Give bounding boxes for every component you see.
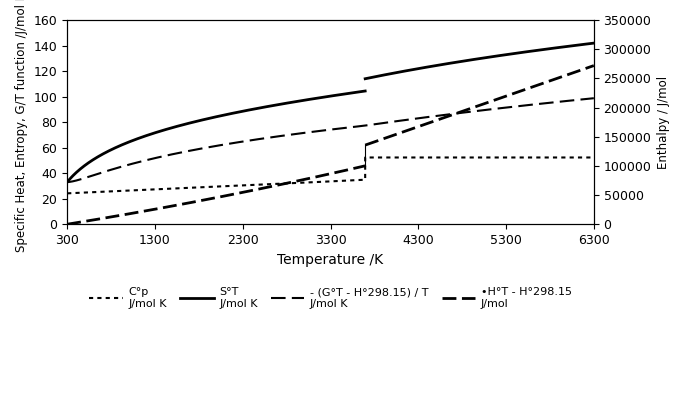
Y-axis label: Enthalpy / J/mol: Enthalpy / J/mol [657, 76, 670, 169]
X-axis label: Temperature /K: Temperature /K [277, 252, 384, 266]
Y-axis label: Specific Heat, Entropy, G/T function /J/mol K: Specific Heat, Entropy, G/T function /J/… [15, 0, 28, 252]
Legend: C°p
J/mol K, S°T
J/mol K, - (G°T - H°298.15) / T
J/mol K, •H°T - H°298.15
J/mol: C°p J/mol K, S°T J/mol K, - (G°T - H°298… [85, 283, 576, 314]
